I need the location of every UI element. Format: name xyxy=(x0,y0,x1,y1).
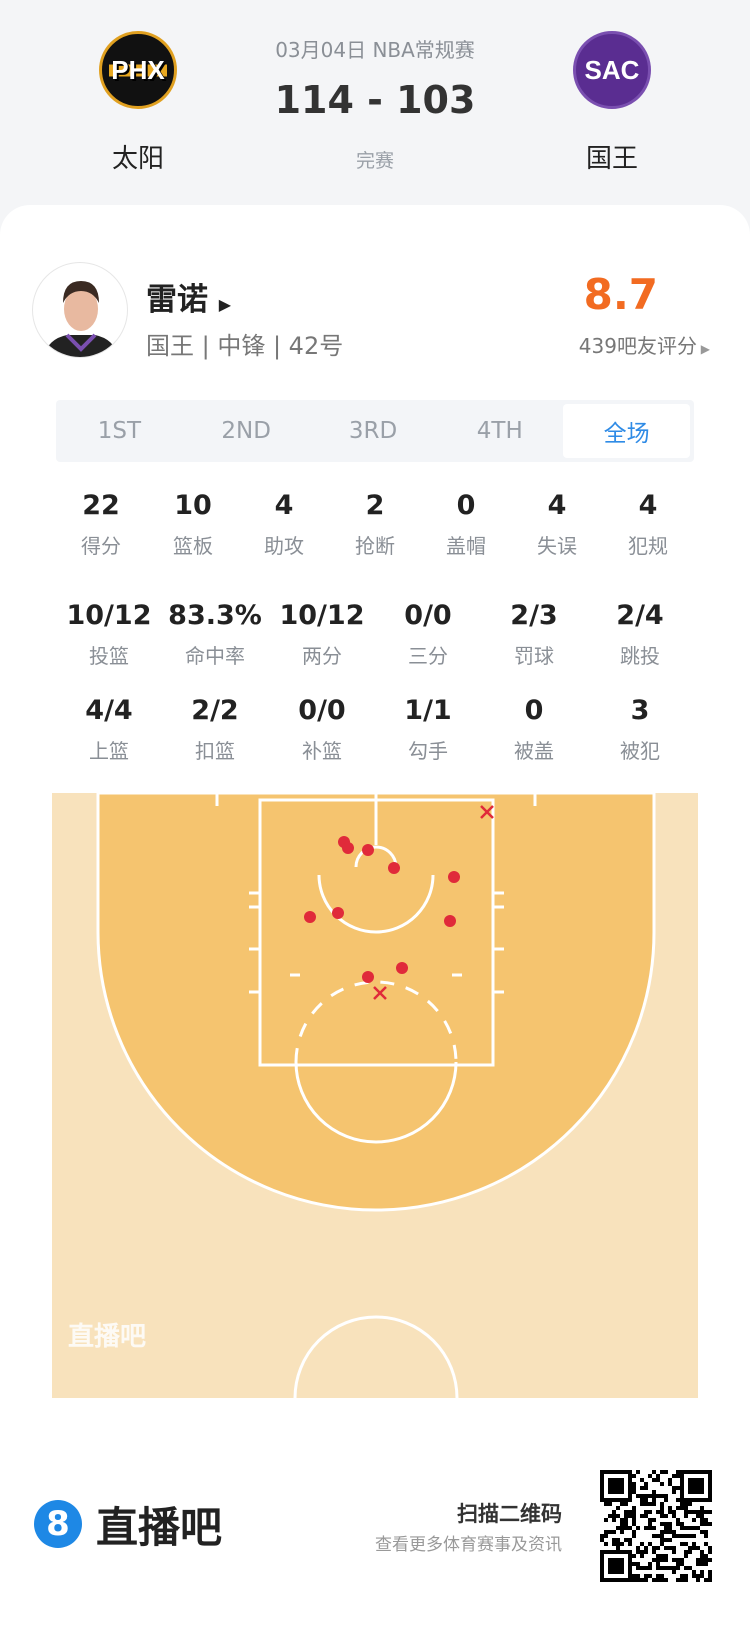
phx-team-logo[interactable]: PHX xyxy=(99,31,177,109)
stat-label: 扣篮 xyxy=(195,739,235,763)
away-team-name[interactable]: 国王 xyxy=(585,144,638,174)
stat-label: 补篮 xyxy=(302,739,342,763)
rating-count-link[interactable]: 439吧友评分 ▶ xyxy=(578,334,710,358)
stat-value: 2/4 xyxy=(616,600,664,631)
stat-label: 得分 xyxy=(81,534,121,558)
stat-label: 命中率 xyxy=(185,644,245,668)
stat-value: 0 xyxy=(456,490,476,521)
stat-item: 3 被犯 xyxy=(585,695,695,764)
stat-label: 被犯 xyxy=(620,739,660,763)
stat-value: 3 xyxy=(630,695,650,726)
stat-value: 4 xyxy=(638,490,658,521)
caret-right-icon: ▶ xyxy=(696,342,710,356)
stat-value: 10/12 xyxy=(66,600,152,631)
stat-value: 4/4 xyxy=(85,695,133,726)
stat-item: 1/1 勾手 xyxy=(373,695,483,764)
made-shot xyxy=(396,962,408,974)
tab-4th[interactable]: 4TH xyxy=(476,418,523,444)
stat-label: 失误 xyxy=(537,534,577,558)
stat-label: 盖帽 xyxy=(446,534,486,558)
stat-item: 10/12 两分 xyxy=(267,600,377,669)
game-score: 114 - 103 xyxy=(274,78,476,122)
brand-logo-icon: 8 xyxy=(34,1500,82,1548)
watermark: 直播吧 xyxy=(68,1322,146,1352)
tab-full-game[interactable]: 全场 xyxy=(563,404,690,458)
stat-label: 篮板 xyxy=(173,534,213,558)
stat-item: 4 犯规 xyxy=(593,490,703,559)
stat-value: 0/0 xyxy=(404,600,452,631)
player-avatar[interactable] xyxy=(32,262,128,358)
stat-value: 0/0 xyxy=(298,695,346,726)
brand-name: 直播吧 xyxy=(96,1503,223,1552)
stat-value: 4 xyxy=(274,490,294,521)
stat-item: 0 被盖 xyxy=(479,695,589,764)
stat-label: 犯规 xyxy=(628,534,668,558)
tab-2nd[interactable]: 2ND xyxy=(221,418,271,444)
made-shot xyxy=(444,915,456,927)
stat-label: 跳投 xyxy=(620,644,660,668)
made-shot xyxy=(362,844,374,856)
stat-value: 83.3% xyxy=(168,600,262,631)
stat-label: 被盖 xyxy=(514,739,554,763)
stat-item: 0/0 三分 xyxy=(373,600,483,669)
home-team-name[interactable]: 太阳 xyxy=(111,144,164,174)
made-shot xyxy=(388,862,400,874)
shot-markers xyxy=(304,805,494,1000)
stat-label: 两分 xyxy=(302,644,342,668)
stat-item: 2/2 扣篮 xyxy=(160,695,270,764)
sac-team-logo[interactable]: SAC xyxy=(573,31,651,109)
scan-subtitle: 查看更多体育赛事及资讯 xyxy=(375,1535,562,1555)
stat-item: 10/12 投篮 xyxy=(54,600,164,669)
stat-value: 10/12 xyxy=(279,600,365,631)
stat-item: 0 盖帽 xyxy=(411,490,521,559)
tab-3rd[interactable]: 3RD xyxy=(348,418,398,444)
stat-item: 83.3% 命中率 xyxy=(160,600,270,669)
player-name[interactable]: 雷诺 ▶ xyxy=(146,282,232,318)
made-shot xyxy=(304,911,316,923)
made-shot xyxy=(448,871,460,883)
stat-value: 4 xyxy=(547,490,567,521)
three-point-line xyxy=(96,793,656,1212)
period-tabs: 1ST 2ND 3RD 4TH 全场 xyxy=(56,400,694,462)
stat-label: 抢断 xyxy=(355,534,395,558)
stat-label: 勾手 xyxy=(408,739,448,763)
stat-item: 10 篮板 xyxy=(138,490,248,559)
stat-label: 罚球 xyxy=(514,644,554,668)
made-shot xyxy=(342,842,354,854)
stat-value: 1/1 xyxy=(404,695,452,726)
made-shot xyxy=(332,907,344,919)
qr-code[interactable] xyxy=(600,1470,712,1582)
made-shot xyxy=(362,971,374,983)
missed-shot xyxy=(480,805,494,819)
game-status: 完赛 xyxy=(355,150,394,172)
stat-value: 0 xyxy=(524,695,544,726)
stat-value: 22 xyxy=(82,490,120,521)
stat-label: 助攻 xyxy=(264,534,304,558)
stat-item: 4/4 上篮 xyxy=(54,695,164,764)
stat-item: 0/0 补篮 xyxy=(267,695,377,764)
caret-right-icon: ▶ xyxy=(218,295,232,314)
missed-shot xyxy=(373,986,387,1000)
scan-title: 扫描二维码 xyxy=(457,1502,562,1526)
player-rating: 8.7 xyxy=(583,270,658,319)
stat-value: 2/3 xyxy=(510,600,558,631)
shot-chart: 直播吧 xyxy=(52,793,698,1398)
stat-value: 2/2 xyxy=(191,695,239,726)
stat-item: 2/3 罚球 xyxy=(479,600,589,669)
stat-value: 2 xyxy=(365,490,385,521)
stat-item: 22 得分 xyxy=(46,490,156,559)
stat-item: 2 抢断 xyxy=(320,490,430,559)
stat-item: 2/4 跳投 xyxy=(585,600,695,669)
tab-1st[interactable]: 1ST xyxy=(97,418,142,444)
stat-label: 投篮 xyxy=(89,644,129,668)
game-date-league: 03月04日 NBA常规赛 xyxy=(275,38,475,62)
stat-label: 三分 xyxy=(408,644,448,668)
court-lines xyxy=(215,793,537,1398)
stat-label: 上篮 xyxy=(89,739,129,763)
stat-item: 4 失误 xyxy=(502,490,612,559)
stat-item: 4 助攻 xyxy=(229,490,339,559)
player-info: 国王 | 中锋 | 42号 xyxy=(146,332,344,360)
stat-value: 10 xyxy=(174,490,212,521)
